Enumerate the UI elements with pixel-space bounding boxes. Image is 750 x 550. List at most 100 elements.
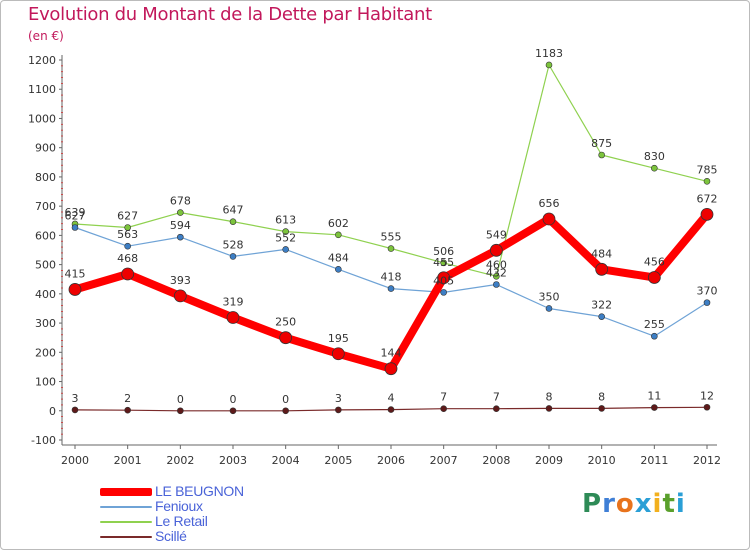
point-scill--2001 (124, 406, 131, 414)
point-scill--2012 (703, 403, 711, 411)
data-label-scill--2001: 2 (124, 392, 131, 405)
point-le-beugnon-2005 (331, 347, 345, 361)
data-label-le-retail-2003: 647 (223, 204, 244, 217)
x-tick-label-2005: 2005 (324, 454, 352, 467)
point-scill--2000 (71, 406, 79, 414)
x-tick-label-2001: 2001 (114, 454, 142, 467)
point-le-beugnon-2011 (647, 271, 661, 284)
legend-swatch-le-beugnon (100, 488, 152, 496)
point-fenioux-2010 (598, 313, 605, 320)
x-tick-label-2009: 2009 (535, 454, 563, 467)
data-label-le-retail-2009: 1183 (535, 47, 563, 60)
data-label-le-retail-2008: 460 (486, 258, 507, 271)
x-tick-label-2006: 2006 (377, 454, 405, 467)
y-tick-label-2: 100 (35, 376, 56, 389)
data-label-scill--2007: 7 (440, 391, 447, 404)
data-label-le-retail-2011: 830 (644, 150, 665, 163)
data-label-scill--2011: 11 (647, 390, 661, 403)
y-tick-label-9: 800 (35, 171, 56, 184)
legend-label-le-retail: Le Retail (155, 513, 208, 529)
point-fenioux-2006 (387, 285, 395, 292)
legend-item-le-retail: Le Retail (100, 514, 360, 529)
point-le-retail-2003 (229, 218, 237, 225)
legend-swatch-fenioux (100, 506, 152, 508)
y-tick-label-10: 900 (35, 142, 56, 155)
y-tick-label-6: 500 (35, 259, 56, 272)
point-le-retail-2004 (282, 228, 289, 235)
y-tick-label-5: 400 (35, 288, 56, 301)
point-le-retail-2011 (651, 164, 658, 172)
point-le-beugnon-2004 (279, 331, 293, 345)
data-label-fenioux-2008: 432 (486, 266, 507, 279)
data-label-fenioux-2005: 484 (328, 251, 349, 264)
data-label-scill--2003: 0 (230, 393, 237, 406)
data-label-le-retail-2007: 506 (433, 245, 454, 258)
legend-swatch-scill- (100, 536, 152, 538)
point-scill--2009 (545, 405, 553, 412)
point-le-retail-2002 (177, 209, 184, 216)
data-label-scill--2005: 3 (335, 392, 342, 405)
data-label-le-beugnon-2000: 415 (65, 267, 86, 280)
chart-unit-label: (en €) (28, 29, 64, 43)
point-fenioux-2000 (71, 224, 79, 231)
legend-label-fenioux: Fenioux (155, 498, 203, 514)
point-le-retail-2009 (545, 61, 553, 69)
point-scill--2003 (229, 407, 237, 415)
y-tick-label-7: 600 (35, 229, 56, 242)
point-le-retail-2006 (387, 245, 395, 252)
data-label-le-retail-2005: 602 (328, 217, 349, 230)
x-tick-label-2007: 2007 (430, 454, 458, 467)
legend-label-le-beugnon: LE BEUGNON (155, 483, 244, 499)
data-label-le-beugnon-2003: 319 (223, 296, 244, 309)
data-label-fenioux-2010: 322 (591, 299, 612, 312)
data-label-fenioux-2001: 563 (117, 228, 138, 241)
y-tick-label-13: 1200 (28, 54, 56, 67)
legend-item-fenioux: Fenioux (100, 499, 360, 514)
point-le-beugnon-2007 (437, 271, 451, 285)
y-tick-label-4: 300 (35, 317, 56, 330)
x-tick-label-2002: 2002 (166, 454, 194, 467)
data-label-le-beugnon-2008: 549 (486, 228, 507, 241)
data-label-fenioux-2009: 350 (539, 290, 560, 303)
y-tick-label-3: 200 (35, 346, 56, 359)
data-label-fenioux-2006: 418 (381, 271, 402, 284)
data-label-le-retail-2002: 678 (170, 195, 191, 208)
point-scill--2008 (493, 405, 500, 413)
data-label-fenioux-2011: 255 (644, 318, 665, 331)
data-label-le-retail-2000: 639 (65, 206, 86, 219)
data-label-scill--2012: 12 (700, 389, 714, 402)
point-le-retail-2010 (598, 151, 605, 159)
point-le-beugnon-2001 (121, 267, 135, 281)
point-scill--2005 (335, 406, 342, 414)
x-tick-label-2010: 2010 (588, 454, 616, 467)
point-scill--2007 (440, 405, 447, 413)
legend-item-scill-: Scillé (100, 529, 360, 544)
x-tick-label-2003: 2003 (219, 454, 247, 467)
legend-swatch-le-retail (100, 521, 152, 523)
series-line-le-retail (74, 64, 708, 277)
data-label-fenioux-2003: 528 (223, 238, 244, 251)
x-tick-label-2004: 2004 (272, 454, 300, 467)
point-scill--2004 (282, 407, 289, 415)
point-le-retail-2005 (335, 231, 342, 239)
data-label-fenioux-2007: 405 (433, 274, 454, 287)
data-label-fenioux-2012: 370 (697, 285, 718, 298)
point-le-beugnon-2003 (226, 311, 240, 324)
point-fenioux-2012 (703, 299, 711, 306)
data-label-le-retail-2010: 875 (591, 137, 612, 150)
data-label-le-retail-2004: 613 (275, 214, 296, 227)
point-le-retail-2001 (124, 224, 131, 231)
data-label-fenioux-2000: 627 (65, 209, 86, 222)
point-le-retail-2007 (440, 259, 447, 267)
point-scill--2011 (651, 404, 658, 411)
data-label-le-beugnon-2007: 455 (433, 256, 454, 269)
y-tick-label-11: 1000 (28, 112, 56, 125)
point-le-beugnon-2006 (384, 362, 398, 376)
legend-item-le-beugnon: LE BEUGNON (100, 484, 360, 499)
data-label-le-beugnon-2011: 456 (644, 255, 665, 268)
point-fenioux-2005 (335, 265, 342, 273)
data-label-scill--2002: 0 (177, 393, 184, 406)
point-le-retail-2008 (493, 273, 500, 280)
x-tick-label-2000: 2000 (61, 454, 89, 467)
data-label-le-retail-2001: 627 (117, 209, 138, 222)
